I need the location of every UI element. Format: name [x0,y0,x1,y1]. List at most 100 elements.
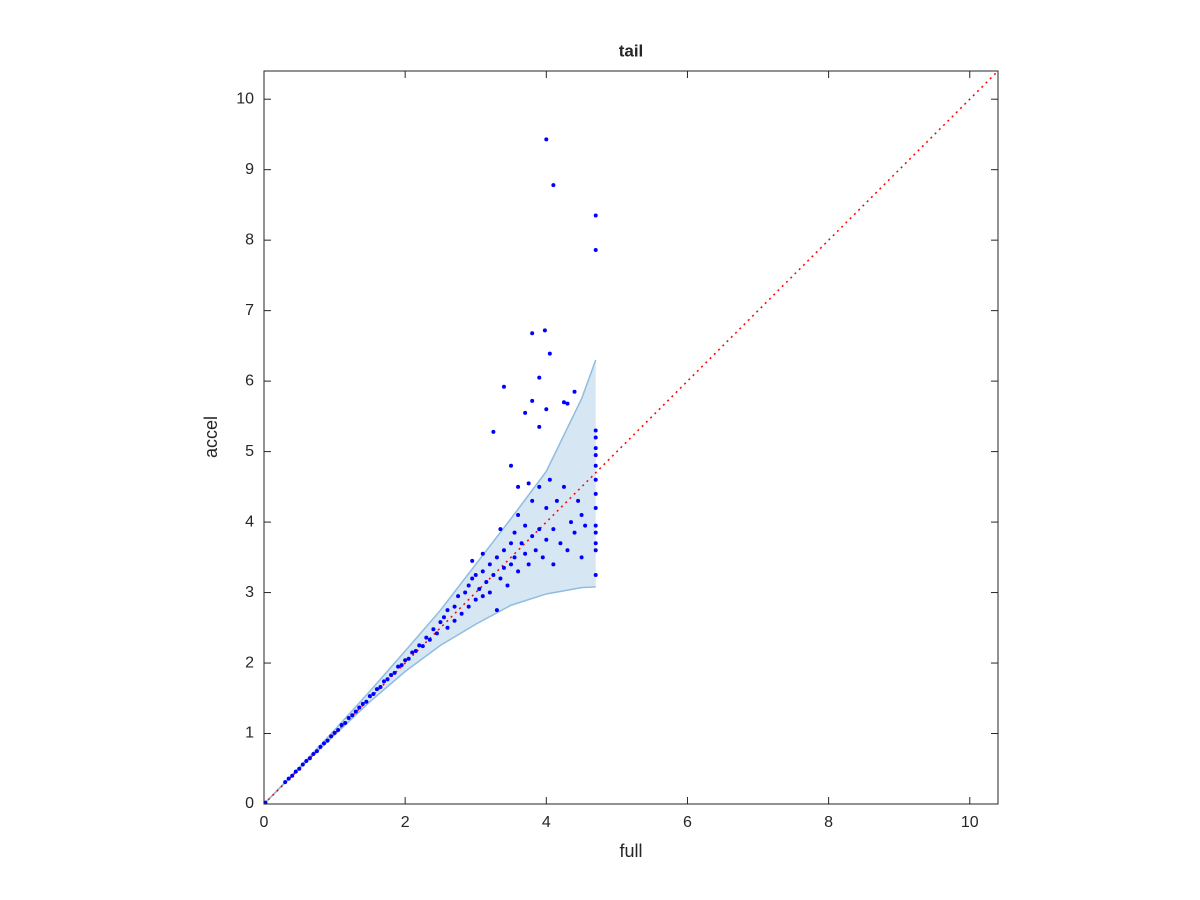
point [473,572,478,577]
point [307,756,312,761]
point [593,541,598,546]
point [544,537,549,542]
point [579,513,584,518]
point [519,541,524,546]
point [431,627,436,632]
point [473,597,478,602]
point [554,498,559,503]
point [516,569,521,574]
point [530,398,535,403]
point [406,656,411,661]
point [487,590,492,595]
point [593,428,598,433]
point [371,692,376,697]
point [445,608,450,613]
point [494,608,499,613]
point [346,716,351,721]
point [576,498,581,503]
point [480,551,485,556]
point [353,709,358,714]
point [321,741,326,746]
y-tick-label: 1 [245,725,254,742]
axes-box [263,70,999,805]
point [480,569,485,574]
y-tick-label: 0 [245,795,254,812]
point [297,766,302,771]
point [410,650,415,655]
point [572,389,577,394]
point [311,751,316,756]
point [523,551,528,556]
point [509,463,514,468]
point [593,548,598,553]
point [526,562,531,567]
x-tick-label: 4 [542,814,551,831]
point [445,625,450,630]
point [438,620,443,625]
point [413,649,418,654]
point [569,520,574,525]
point [593,463,598,468]
point [403,658,408,663]
point [593,491,598,496]
point [350,713,355,718]
point [593,446,598,451]
point [484,579,489,584]
point [314,749,319,754]
y-tick-label: 2 [245,654,254,671]
point [544,407,549,412]
point [283,780,288,785]
point [547,477,552,482]
point [329,734,334,739]
point [558,541,563,546]
y-tick-label: 3 [245,584,254,601]
point [427,637,432,642]
point [304,759,309,764]
point [561,400,566,405]
point [565,548,570,553]
point [593,453,598,458]
x-tick-label: 10 [961,814,979,831]
point [544,137,549,142]
point [293,769,298,774]
point [498,527,503,532]
point [300,762,305,767]
point [537,484,542,489]
point [357,705,362,710]
y-tick-label: 8 [245,231,254,248]
reference-line [263,70,999,805]
point [494,555,499,560]
point [516,484,521,489]
point [533,548,538,553]
chart-title: tail [619,41,644,60]
x-tick-label: 6 [683,814,692,831]
point [491,572,496,577]
point [286,776,291,781]
point [505,583,510,588]
point [392,670,397,675]
point [466,604,471,609]
point [512,530,517,535]
point [530,498,535,503]
point [318,744,323,749]
point [290,773,295,778]
point [470,558,475,563]
point [364,699,369,704]
point [339,723,344,728]
point [537,424,542,429]
point [593,523,598,528]
point [509,541,514,546]
point [470,576,475,581]
point [530,331,535,336]
band-area [264,359,596,804]
y-tick-label: 4 [245,513,254,530]
point [551,183,556,188]
point [501,548,506,553]
point [396,664,401,669]
y-tick-label: 6 [245,372,254,389]
point [526,481,531,486]
point [583,523,588,528]
point [367,694,372,699]
point [424,635,429,640]
